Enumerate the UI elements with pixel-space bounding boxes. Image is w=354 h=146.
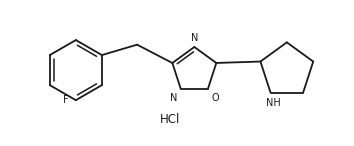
Text: NH: NH (266, 98, 281, 108)
Text: F: F (63, 95, 69, 105)
Text: N: N (191, 33, 198, 43)
Text: HCl: HCl (160, 113, 180, 126)
Text: O: O (211, 93, 219, 103)
Text: N: N (170, 93, 177, 103)
